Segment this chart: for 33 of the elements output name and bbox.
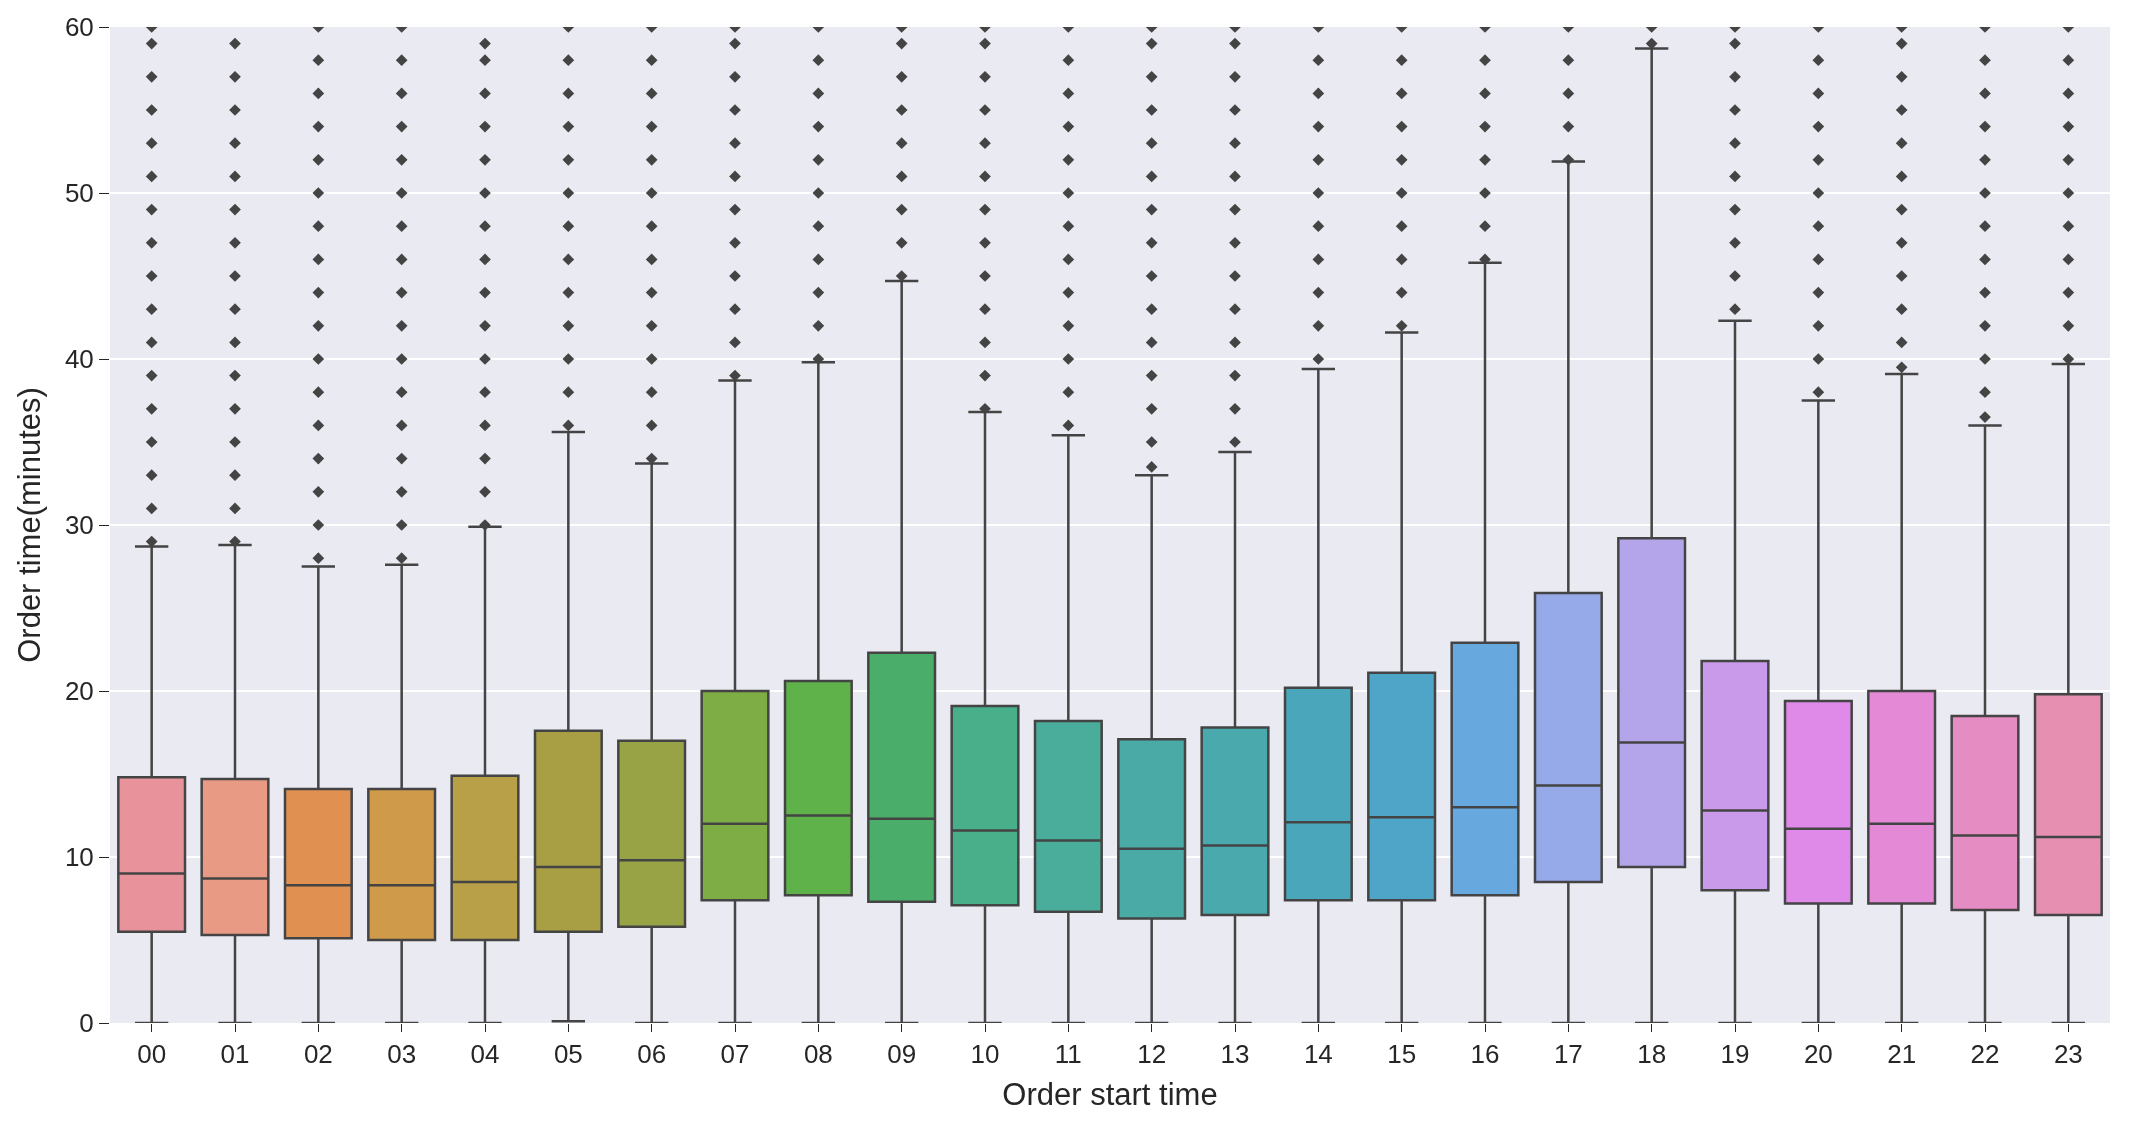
- x-tick-label: 14: [1303, 1039, 1333, 1070]
- x-tick-label: 21: [1887, 1039, 1917, 1070]
- x-tick-label: 10: [970, 1039, 1000, 1070]
- y-tick-label: 0: [79, 1008, 94, 1039]
- x-tick-label: 06: [637, 1039, 667, 1070]
- y-tick-label: 40: [64, 344, 94, 375]
- x-tick-label: 17: [1553, 1039, 1583, 1070]
- x-tick-label: 12: [1137, 1039, 1167, 1070]
- x-tick-label: 16: [1470, 1039, 1500, 1070]
- x-tick-label: 19: [1720, 1039, 1750, 1070]
- x-axis-title: Order start time: [1002, 1077, 1218, 1113]
- x-tick-label: 22: [1970, 1039, 2000, 1070]
- x-tick-label: 07: [720, 1039, 750, 1070]
- y-axis-title: Order time(minutes): [11, 387, 47, 663]
- x-tick-label: 11: [1054, 1039, 1082, 1070]
- y-tick-label: 60: [64, 12, 94, 43]
- y-tick-label: 20: [64, 676, 94, 707]
- x-tick-label: 02: [303, 1039, 333, 1070]
- y-tick-label: 50: [64, 178, 94, 209]
- x-tick-label: 03: [387, 1039, 417, 1070]
- y-tick-label: 30: [64, 510, 94, 541]
- x-tick-label: 18: [1637, 1039, 1667, 1070]
- x-tick-label: 04: [470, 1039, 500, 1070]
- x-tick-label: 05: [553, 1039, 583, 1070]
- x-tick-label: 01: [220, 1039, 250, 1070]
- y-tick-label: 10: [64, 842, 94, 873]
- x-tick-label: 08: [803, 1039, 833, 1070]
- x-tick-label: 15: [1387, 1039, 1417, 1070]
- x-tick-label: 13: [1220, 1039, 1250, 1070]
- x-tick-label: 09: [887, 1039, 917, 1070]
- x-tick-label: 20: [1803, 1039, 1833, 1070]
- x-tick-label: 23: [2053, 1039, 2083, 1070]
- x-tick-label: 00: [137, 1039, 167, 1070]
